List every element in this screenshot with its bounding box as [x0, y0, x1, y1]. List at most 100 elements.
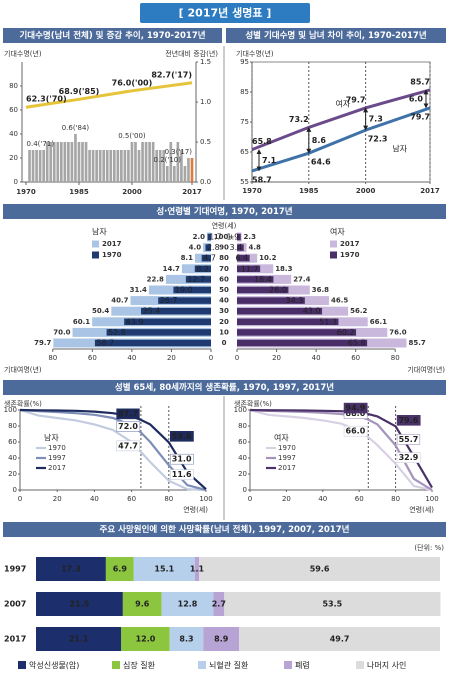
bar: [52, 142, 56, 182]
bar-segment: [224, 592, 441, 616]
bar-label: 4.7: [203, 254, 216, 263]
legend-label: 1970: [278, 444, 296, 452]
y-tick-label: 55: [240, 178, 249, 186]
x-tick-label: 2000: [356, 187, 376, 195]
bar: [183, 166, 187, 182]
bar-label: 58.7: [96, 339, 114, 348]
x-tick-label: 40: [90, 495, 99, 503]
point-label: 94.9: [346, 404, 366, 413]
bar: [158, 150, 162, 182]
category-label: 2007: [4, 600, 26, 609]
bar-label: 0.4('71): [27, 140, 55, 148]
bar: [141, 142, 144, 182]
x-tick-label: 20: [53, 495, 62, 503]
gap-label: 7.3: [369, 115, 383, 124]
bar-label: 9.6: [135, 600, 150, 609]
x-tick-label: 1970: [16, 188, 36, 196]
legend-label: 1970: [48, 444, 66, 452]
bar: [144, 142, 148, 182]
point-label: 64.6: [311, 158, 331, 167]
legend-label: 악성신생물(암): [29, 660, 79, 670]
bar-label: 6.9: [113, 565, 128, 574]
category-label: 60: [219, 275, 229, 283]
y-tick-label: 85: [240, 88, 249, 96]
bar: [63, 142, 67, 182]
y-tick-label: 100: [4, 406, 17, 414]
legend-label: 1970: [102, 251, 122, 259]
bar: [28, 150, 31, 182]
bar: [237, 297, 305, 304]
bar-label: 46.5: [331, 297, 348, 305]
category-label: 50: [219, 286, 229, 294]
bar: [45, 142, 49, 182]
x-tick-label: 40: [312, 354, 321, 362]
bar: [173, 286, 211, 294]
bar: [124, 318, 211, 326]
bar-label: 8.9: [214, 635, 229, 644]
bar: [237, 329, 357, 336]
section-title: 성·연령별 기대여명, 1970, 2017년: [156, 206, 292, 217]
series-label: 여자: [336, 99, 351, 109]
panel-label: 여자: [274, 433, 289, 443]
legend-label: 나머지 사인: [367, 660, 406, 670]
y2-tick-label: 0.5: [200, 138, 211, 146]
title-banner: [140, 3, 310, 23]
bar: [237, 286, 289, 294]
x-tick-label: 0: [248, 495, 252, 503]
legend-swatch: [356, 661, 364, 669]
bar: [155, 150, 159, 182]
point-label: 58.7: [252, 175, 272, 184]
bar: [151, 142, 155, 182]
bar: [74, 134, 77, 182]
legend-label: 2017: [102, 240, 122, 248]
bar-label: 40.7: [111, 297, 128, 305]
x-tick-label: 100: [425, 495, 438, 503]
legend-swatch: [112, 661, 120, 669]
y-tick-label: 80: [9, 82, 18, 90]
series-label: 남자: [392, 145, 407, 154]
label-box: [170, 431, 194, 442]
bar: [237, 233, 241, 241]
bar-segment: [105, 557, 134, 581]
x-tick-label: 40: [318, 495, 327, 503]
point-label: 11.6: [172, 470, 192, 479]
y-tick-label: 80: [8, 422, 17, 430]
bar-label: 10.2: [259, 254, 276, 262]
bar-label: 36.8: [312, 286, 329, 294]
legend-swatch: [92, 251, 99, 259]
bar: [137, 150, 141, 182]
bar-label: 18.3: [275, 265, 292, 273]
bar-label: 53.5: [322, 600, 342, 609]
label-box: [396, 452, 421, 463]
bar: [84, 142, 88, 182]
category-axis-title: 연령(세): [212, 221, 237, 230]
bar: [38, 150, 42, 182]
x-tick-label: 1970: [242, 187, 262, 195]
bar: [127, 150, 130, 182]
bar-segment: [199, 557, 440, 581]
y2-tick-label: 1.5: [200, 58, 211, 66]
bar-label: 34.3: [286, 296, 304, 305]
legend-label: 2017: [278, 464, 296, 472]
bar-segment: [161, 592, 214, 616]
line: [19, 408, 207, 492]
x-tick-label: 60: [355, 495, 364, 503]
bar: [94, 339, 211, 347]
x-axis-title: 연령(세): [409, 505, 434, 514]
legend-label: 1997: [48, 454, 66, 462]
bar: [237, 265, 261, 273]
x-tick-label: 20: [167, 354, 176, 362]
bar-label: 26.7: [160, 296, 178, 305]
bar: [42, 150, 45, 182]
bar-segment: [36, 557, 106, 581]
bar: [70, 142, 74, 182]
x-tick-label: 2017: [182, 188, 202, 196]
bar-segment: [239, 627, 440, 651]
legend-swatch: [92, 240, 99, 248]
label-box: [396, 434, 421, 445]
legend-group: 여자: [330, 227, 345, 237]
label-box: [343, 402, 368, 414]
bar-label: 65.8: [348, 339, 366, 348]
bar: [112, 150, 116, 182]
